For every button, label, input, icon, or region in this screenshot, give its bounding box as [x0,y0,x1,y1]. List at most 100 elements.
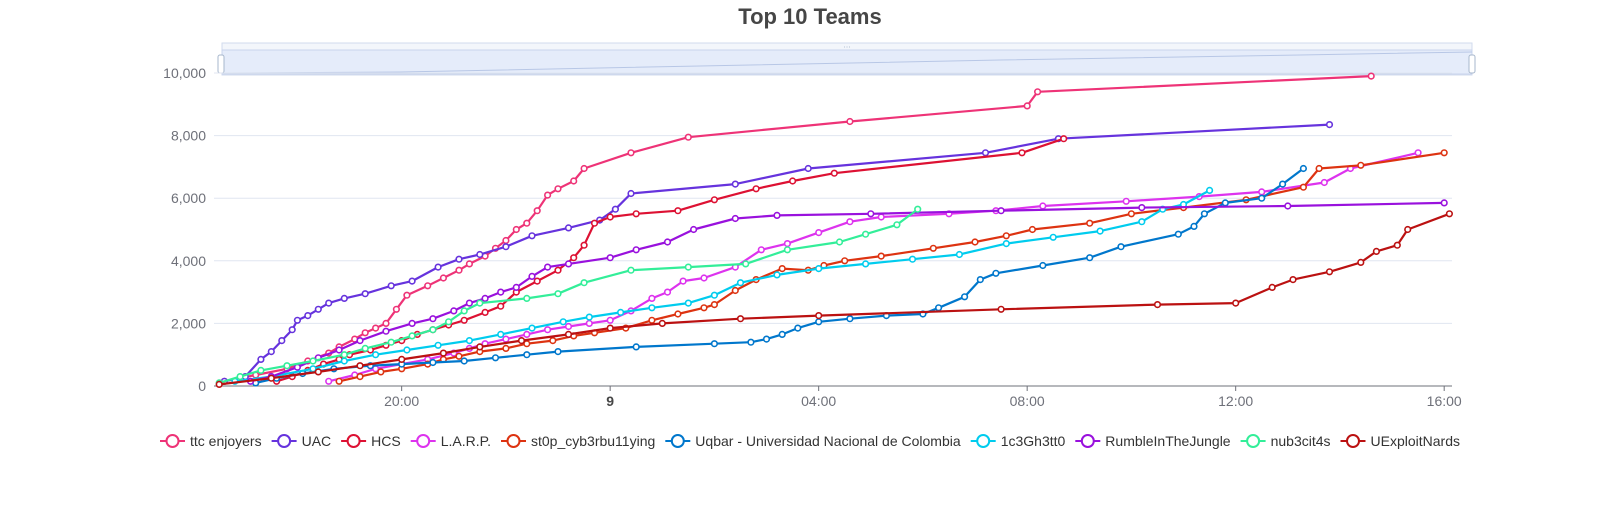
legend-item-uqbar-universidad-nacional-de-colombia[interactable]: Uqbar - Universidad Nacional de Colombia [665,433,961,449]
data-point[interactable] [1049,233,1057,241]
data-point[interactable] [1190,222,1198,230]
data-point[interactable] [627,149,635,157]
data-point[interactable] [929,244,937,252]
data-point[interactable] [674,310,682,318]
data-point[interactable] [757,246,765,254]
data-point[interactable] [997,207,1005,215]
data-point[interactable] [934,304,943,312]
data-point[interactable] [257,366,265,375]
data-point[interactable] [1138,218,1146,226]
legend-item-nub3cit4s[interactable]: nub3cit4s [1240,433,1331,449]
data-point[interactable] [1357,258,1365,267]
data-point[interactable] [439,274,448,282]
data-point[interactable] [403,346,411,354]
data-point[interactable] [908,255,917,263]
data-point[interactable] [382,319,390,328]
data-point[interactable] [1117,243,1125,251]
data-point[interactable] [429,358,437,367]
data-point[interactable] [1440,149,1448,157]
data-point[interactable] [497,302,505,310]
data-point[interactable] [976,276,984,284]
data-point[interactable] [1033,88,1042,96]
data-point[interactable] [606,324,614,332]
data-point[interactable] [325,377,333,385]
data-point[interactable] [585,319,593,328]
data-point[interactable] [325,299,333,307]
data-point[interactable] [554,185,562,193]
data-point[interactable] [424,282,432,290]
data-point[interactable] [460,316,468,324]
data-point[interactable] [533,277,541,285]
data-point[interactable] [554,290,562,298]
data-point[interactable] [356,373,364,381]
data-point[interactable] [502,335,510,343]
data-point[interactable] [304,312,312,320]
data-point[interactable] [1268,283,1276,292]
data-point[interactable] [429,315,437,323]
data-point[interactable] [700,304,708,312]
data-point[interactable] [502,344,510,353]
data-point[interactable] [465,260,474,268]
data-point[interactable] [564,260,573,268]
data-point[interactable] [502,243,510,251]
data-point[interactable] [434,341,442,349]
data-point[interactable] [971,238,979,246]
data-point[interactable] [1122,197,1130,205]
zoom-handle-left[interactable] [217,54,225,74]
data-point[interactable] [710,291,719,299]
data-point[interactable] [632,246,640,254]
data-point[interactable] [429,326,437,334]
data-point[interactable] [267,374,275,382]
data-point[interactable] [731,180,739,188]
data-point[interactable] [606,316,614,324]
data-point[interactable] [528,232,536,240]
data-point[interactable] [450,307,458,315]
data-point[interactable] [788,177,797,185]
data-point[interactable] [564,322,573,331]
data-point[interactable] [674,207,682,215]
data-point[interactable] [1018,149,1026,157]
data-point[interactable] [684,299,692,307]
data-point[interactable] [627,189,635,198]
data-point[interactable] [742,260,750,268]
data-point[interactable] [465,299,474,307]
data-point[interactable] [283,362,291,370]
zoom-selected-range[interactable] [221,49,1473,75]
data-point[interactable] [543,191,552,199]
data-point[interactable] [1440,199,1448,207]
legend-item-1c3gh3tt0[interactable]: 1c3Gh3tt0 [970,433,1066,449]
data-point[interactable] [361,329,369,337]
data-point[interactable] [679,277,687,285]
data-point[interactable] [606,254,614,262]
data-point[interactable] [1127,210,1135,218]
data-point[interactable] [497,288,505,296]
data-point[interactable] [778,265,786,273]
data-point[interactable] [257,355,265,364]
data-point[interactable] [533,207,541,215]
data-point[interactable] [731,214,739,223]
data-point[interactable] [387,338,395,346]
data-point[interactable] [543,263,552,271]
data-point[interactable] [580,279,588,287]
data-point[interactable] [1278,180,1287,188]
data-point[interactable] [1445,210,1453,218]
data-point[interactable] [340,357,348,365]
data-point[interactable] [372,351,380,359]
data-point[interactable] [1060,135,1068,143]
data-point[interactable] [731,286,739,295]
data-point[interactable] [408,277,416,285]
data-point[interactable] [570,254,578,262]
data-point[interactable] [1174,230,1182,238]
data-point[interactable] [580,164,588,173]
data-point[interactable] [1086,219,1094,227]
data-point[interactable] [1086,254,1094,262]
data-point[interactable] [1002,232,1010,240]
data-point[interactable] [512,225,520,234]
data-point[interactable] [236,373,244,381]
data-point[interactable] [497,330,505,339]
data-point[interactable] [564,330,573,339]
data-point[interactable] [543,326,552,334]
data-point[interactable] [523,351,531,359]
data-point[interactable] [1325,268,1334,276]
data-point[interactable] [1039,202,1047,210]
